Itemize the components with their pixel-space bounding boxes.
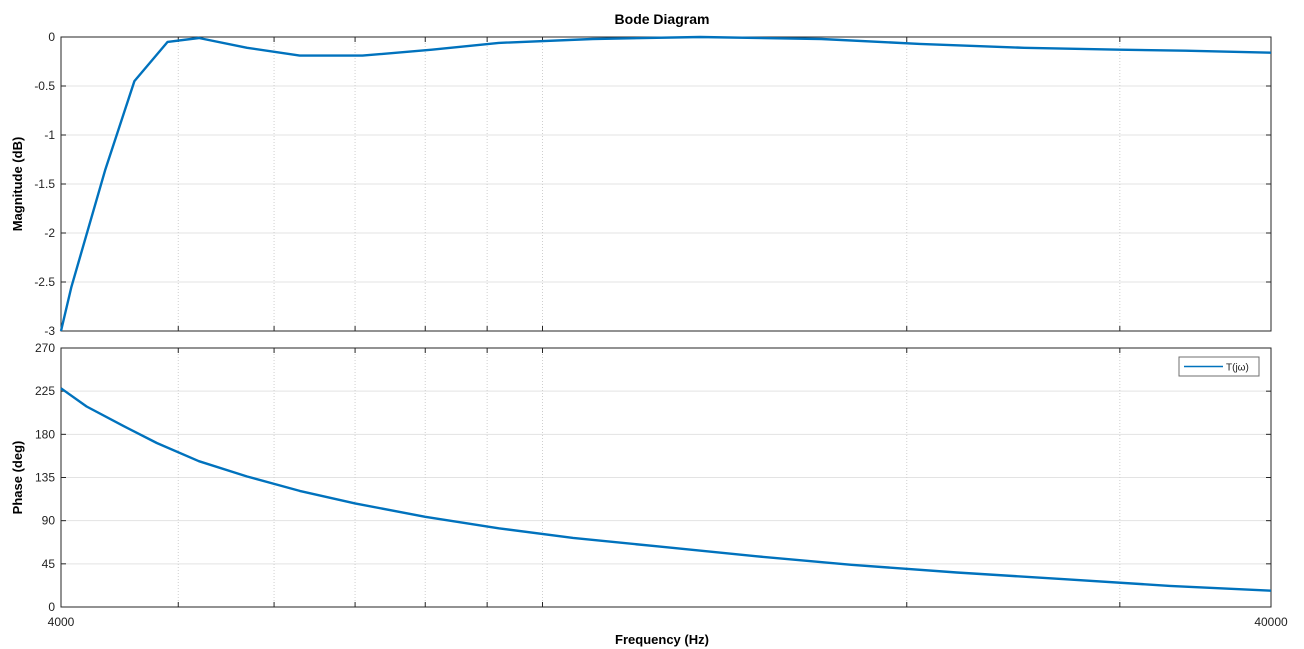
magnitude-series-line (59, 35, 1272, 332)
magnitude-y-tick-label: -2.5 (34, 275, 55, 289)
magnitude-y-tick-label: -0.5 (34, 79, 55, 93)
phase-series-line (60, 387, 1272, 592)
magnitude-y-tick-label: -1 (44, 128, 55, 142)
magnitude-y-tick-label: -1.5 (34, 177, 55, 191)
legend: T(jω) (1178, 356, 1260, 377)
phase-y-tick-label: 225 (35, 384, 55, 398)
magnitude-y-tick-label: -2 (44, 226, 55, 240)
magnitude-y-tick-label: -3 (44, 324, 55, 338)
x-tick-label: 40000 (1254, 615, 1288, 629)
magnitude-y-axis-label: Magnitude (dB) (10, 137, 25, 232)
legend-entry-label: T(jω) (1226, 363, 1249, 374)
phase-panel: 0 45 90 135 180 225 270 Phase (deg) T(jω) (10, 341, 1272, 614)
phase-y-axis-label: Phase (deg) (10, 441, 25, 515)
plot-panels: 0 -0.5 -1 -1.5 -2 -2.5 -3 Magnitude (dB) 0 45 90 13… (10, 30, 1288, 629)
x-axis-label: Frequency (Hz) (615, 632, 709, 647)
chart-title: Bode Diagram (615, 11, 710, 27)
phase-y-tick-label: 90 (42, 514, 56, 528)
phase-y-tick-label: 0 (48, 600, 55, 614)
phase-y-tick-label: 180 (35, 427, 55, 441)
phase-y-tick-label: 45 (42, 557, 56, 571)
phase-y-tick-label: 135 (35, 471, 55, 485)
magnitude-panel: 0 -0.5 -1 -1.5 -2 -2.5 -3 Magnitude (dB) (10, 30, 1272, 338)
phase-y-tick-label: 270 (35, 341, 55, 355)
magnitude-y-tick-label: 0 (48, 30, 55, 44)
x-tick-label: 4000 (48, 615, 75, 629)
